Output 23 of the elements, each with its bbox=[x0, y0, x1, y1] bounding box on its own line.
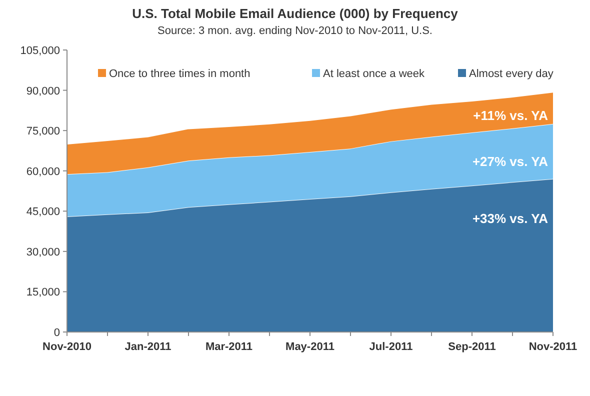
x-tick-label: Jan-2011 bbox=[124, 341, 172, 353]
x-tick-label: May-2011 bbox=[286, 341, 334, 353]
x-tick-label: Nov-2011 bbox=[528, 341, 578, 353]
chart-subtitle: Source: 3 mon. avg. ending Nov-2010 to Nov-2011, U.S. bbox=[158, 25, 432, 37]
y-tick-label: 75,000 bbox=[26, 126, 60, 138]
x-tick-label: Mar-2011 bbox=[205, 341, 253, 353]
y-tick-label: 15,000 bbox=[26, 286, 60, 299]
legend-label: Almost every day bbox=[469, 68, 554, 80]
annotation: +11% vs. YA bbox=[473, 108, 549, 123]
annotation: +27% vs. YA bbox=[472, 154, 549, 169]
y-tick-label: 30,000 bbox=[26, 246, 60, 258]
x-tick-label: Jul-2011 bbox=[369, 341, 413, 353]
annotation: +33% vs. YA bbox=[472, 211, 549, 226]
y-tick-label: 60,000 bbox=[26, 166, 60, 178]
y-tick-label: 90,000 bbox=[26, 85, 60, 98]
chart-title: U.S. Total Mobile Email Audience (000) by Frequency bbox=[132, 6, 459, 21]
y-tick-label: 45,000 bbox=[26, 206, 60, 218]
legend-label: At least once a week bbox=[323, 68, 426, 80]
x-tick-label: Nov-2010 bbox=[42, 341, 92, 353]
x-tick-label: Sep-2011 bbox=[448, 341, 496, 353]
legend-label: Once to three times in month bbox=[109, 68, 250, 80]
y-tick-label: 0 bbox=[54, 327, 60, 339]
y-tick-label: 105,000 bbox=[20, 45, 60, 57]
